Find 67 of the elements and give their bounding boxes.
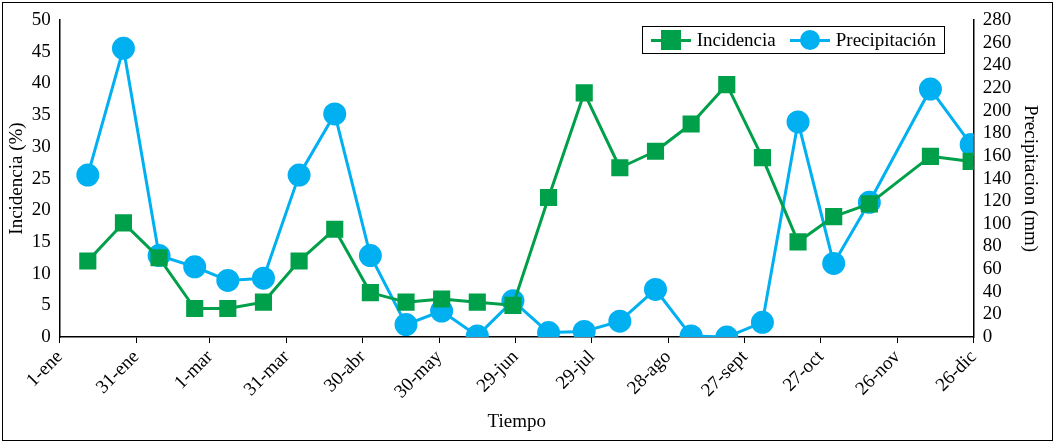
point: [394, 313, 418, 337]
point: [219, 299, 237, 318]
point: [608, 309, 632, 333]
y-tick-label: 35: [31, 103, 51, 125]
point: [114, 214, 133, 232]
point: [921, 147, 939, 165]
point: [251, 266, 275, 290]
point: [290, 252, 308, 270]
y2-tick-label: 160: [982, 143, 1012, 165]
y-tick-label: 25: [31, 166, 51, 188]
point: [323, 102, 347, 126]
y-tick-label: 20: [31, 198, 51, 220]
point: [786, 110, 810, 134]
legend-label: Incidencia: [696, 29, 776, 51]
point: [468, 293, 486, 311]
y2-tick-label: 60: [982, 257, 1002, 279]
y2-tick-label: 200: [982, 98, 1012, 120]
y-tick-label: 0: [41, 325, 51, 347]
point: [326, 220, 344, 238]
legend-label: Precipitación: [835, 29, 936, 51]
y2-tick-label: 120: [982, 189, 1012, 211]
point: [433, 290, 451, 308]
y2-tick-label: 260: [982, 30, 1012, 52]
point: [646, 142, 665, 160]
y2-tick-label: 220: [982, 75, 1012, 97]
point: [358, 244, 382, 268]
y2-tick-label: 140: [982, 166, 1012, 188]
y2-tick-label: 0: [982, 325, 993, 347]
y2-tick-label: 100: [982, 211, 1012, 233]
y-tick-label: 5: [41, 293, 51, 315]
y-tick-label: 45: [31, 39, 51, 61]
point: [750, 310, 774, 334]
point: [575, 84, 593, 102]
point: [76, 163, 100, 187]
point: [825, 207, 843, 226]
y2-tick-label: 240: [982, 53, 1012, 75]
point: [540, 188, 558, 207]
point: [183, 255, 207, 279]
point: [682, 115, 700, 133]
y-tick-label: 10: [31, 261, 51, 283]
y2-tick-label: 280: [982, 7, 1012, 29]
y2-tick-label: 80: [982, 234, 1002, 256]
point: [611, 159, 629, 177]
point: [216, 268, 240, 292]
y2-tick-label: 180: [982, 121, 1012, 143]
point: [718, 76, 736, 94]
point: [79, 252, 97, 270]
point: [397, 293, 415, 311]
point: [643, 277, 667, 301]
point: [822, 251, 846, 275]
point: [287, 163, 311, 187]
y-tick-label: 30: [31, 134, 51, 156]
y2-tick-label: 20: [982, 302, 1002, 324]
point: [111, 36, 135, 60]
y-tick-label: 40: [31, 71, 51, 93]
x-axis-title: Tiempo: [487, 409, 546, 431]
y2-axis-title: Precipitacion (mm): [1019, 104, 1042, 253]
y2-tick-label: 40: [982, 279, 1002, 301]
point: [753, 149, 771, 167]
y-axis-title: Incidencia (%): [5, 122, 28, 235]
point: [361, 284, 379, 302]
point: [918, 77, 942, 101]
y-tick-label: 50: [31, 7, 51, 29]
point: [254, 293, 273, 311]
y-tick-label: 15: [31, 229, 51, 251]
point: [186, 299, 204, 318]
point: [789, 233, 807, 251]
